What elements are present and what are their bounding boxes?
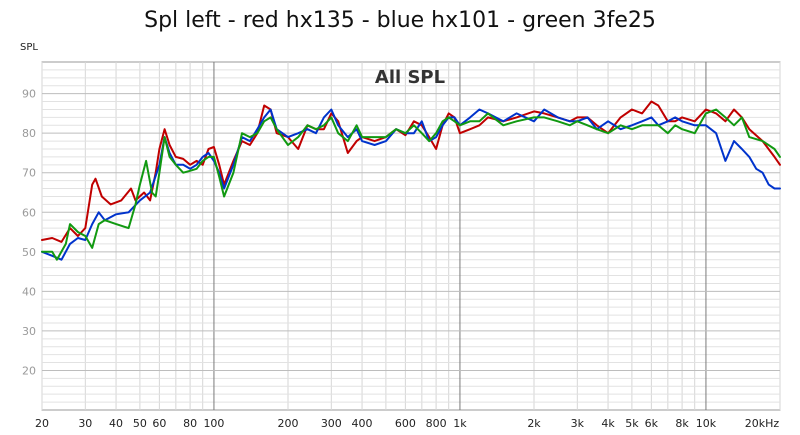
x-tick-label: 200 (278, 417, 299, 430)
y-tick-label: 70 (22, 167, 36, 180)
x-tick-label: 300 (321, 417, 342, 430)
x-tick-label: 50 (133, 417, 147, 430)
x-tick-labels: 20 30 40 50 60 80 100 200 300 400 600 800 1k 2k 3k 4k 5k… (35, 417, 779, 430)
x-tick-label: 80 (183, 417, 197, 430)
y-tick-label: 90 (22, 88, 36, 101)
y-tick-label: 40 (22, 285, 36, 298)
x-tick-label: 1k (453, 417, 467, 430)
y-tick-labels: 20 30 40 50 60 70 80 90 (22, 88, 36, 378)
chart-title: Spl left - red hx135 - blue hx101 - gree… (144, 8, 656, 33)
x-tick-label: 6k (645, 417, 659, 430)
x-tick-label: 600 (395, 417, 416, 430)
x-tick-label: 100 (203, 417, 224, 430)
y-tick-label: 30 (22, 325, 36, 338)
y-tick-label: 20 (22, 364, 36, 377)
x-tick-label: 4k (601, 417, 615, 430)
x-tick-label: 30 (78, 417, 92, 430)
y-tick-label: 80 (22, 127, 36, 140)
x-tick-label: 2k (527, 417, 541, 430)
x-tick-label: 20 (35, 417, 49, 430)
y-tick-label: 50 (22, 246, 36, 259)
x-tick-label: 8k (675, 417, 689, 430)
x-tick-label: 3k (571, 417, 585, 430)
x-tick-label: 20kHz (745, 417, 780, 430)
x-tick-label: 400 (352, 417, 373, 430)
y-axis-label: SPL (20, 42, 38, 53)
x-tick-label: 60 (152, 417, 166, 430)
x-tick-label: 10k (696, 417, 717, 430)
grid-minor (41, 62, 781, 410)
x-tick-label: 800 (426, 417, 447, 430)
x-tick-label: 5k (625, 417, 639, 430)
y-tick-label: 60 (22, 206, 36, 219)
x-tick-label: 40 (109, 417, 123, 430)
series-line (41, 108, 781, 261)
series-layer (41, 100, 781, 261)
chart-annotation: All SPL (375, 67, 445, 88)
